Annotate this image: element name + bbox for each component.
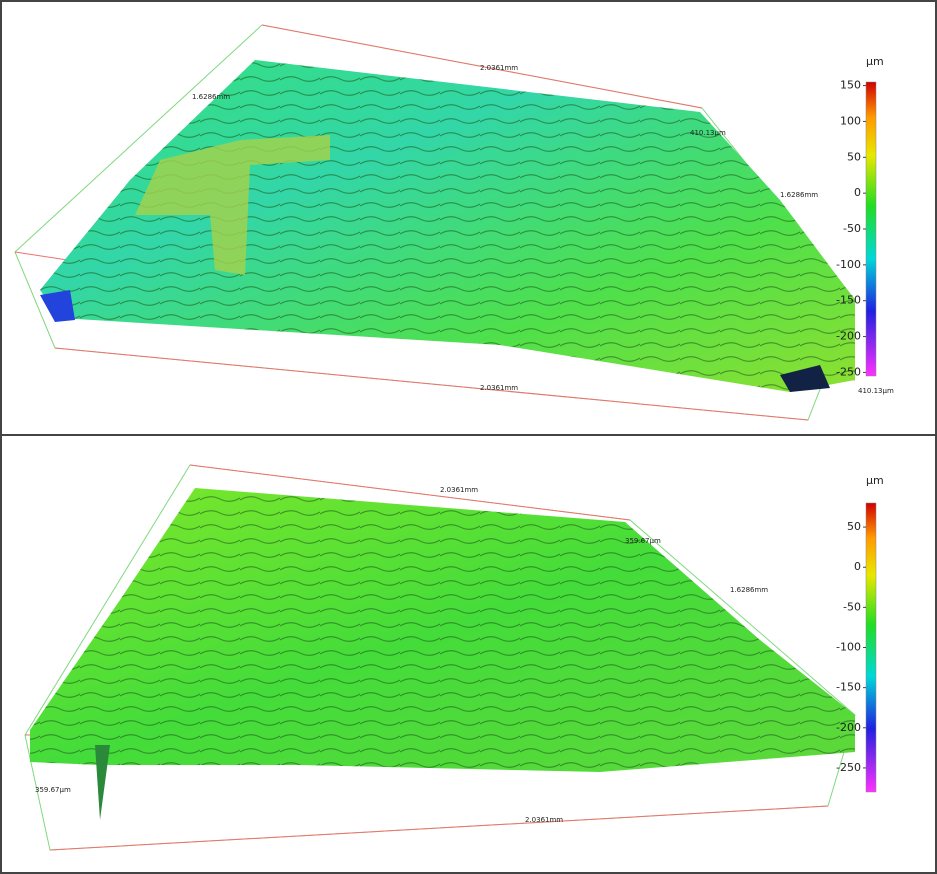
colorbar-tick-label: -100 <box>836 641 861 654</box>
colorbar-tick-label: -250 <box>836 761 861 774</box>
height-label: 410.13µm <box>690 129 726 137</box>
colorbar-tick-label: 50 <box>847 520 861 533</box>
colorbar-tick-label: -200 <box>836 721 861 734</box>
colorbar-tick-label: 100 <box>840 114 861 127</box>
unit-label: µm <box>866 55 884 68</box>
edge-label: 2.0361mm <box>440 486 478 494</box>
colorbar <box>866 503 876 792</box>
figure: 2.0361mm 1.6286mm 1.6286mm 2.0361mm 410.… <box>0 0 937 874</box>
edge-label: 2.0361mm <box>480 384 518 392</box>
colorbar-tick-label: -200 <box>836 330 861 343</box>
height-label: 410.13µm <box>858 387 894 395</box>
colorbar-tick-label: -150 <box>836 294 861 307</box>
height-label: 359.67µm <box>625 537 661 545</box>
edge-label: 2.0361mm <box>525 816 563 824</box>
height-label: 359.67µm <box>35 786 71 794</box>
colorbar-tick-label: -50 <box>843 600 861 613</box>
panel-2: 2.0361mm 1.6286mm 2.0361mm 359.67µm 359.… <box>25 465 884 850</box>
edge-label: 1.6286mm <box>730 586 768 594</box>
colorbar-tick-label: 50 <box>847 150 861 163</box>
colorbar-tick-label: 0 <box>854 186 861 199</box>
edge-label: 1.6286mm <box>780 191 818 199</box>
surface-texture <box>30 488 855 772</box>
box-edge <box>50 806 828 850</box>
edge-label: 2.0361mm <box>480 64 518 72</box>
colorbar-tick-label: 0 <box>854 560 861 573</box>
colorbar-tick-label: -150 <box>836 681 861 694</box>
panel-1: 2.0361mm 1.6286mm 1.6286mm 2.0361mm 410.… <box>15 25 894 420</box>
edge-label: 1.6286mm <box>192 93 230 101</box>
colorbar-tick-label: -250 <box>836 365 861 378</box>
unit-label: µm <box>866 474 884 487</box>
colorbar-tick-label: -50 <box>843 222 861 235</box>
colorbar-tick-label: 150 <box>840 79 861 92</box>
colorbar-tick-label: -100 <box>836 258 861 271</box>
colorbar <box>866 82 876 376</box>
surface-texture <box>40 60 855 392</box>
pit <box>95 745 110 820</box>
pit <box>40 290 75 322</box>
